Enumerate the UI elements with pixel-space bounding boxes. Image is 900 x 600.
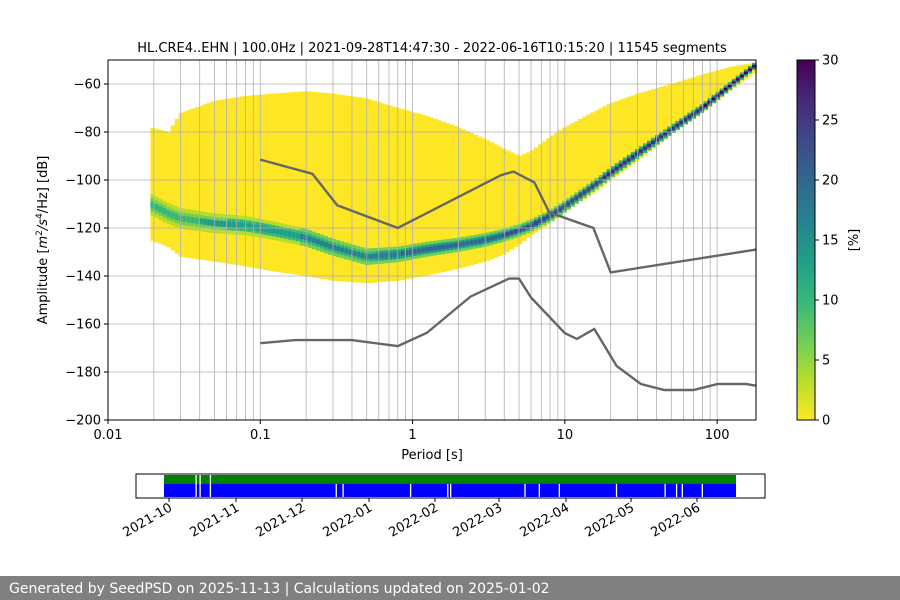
psd-density-heatmap <box>150 62 757 284</box>
y-tick-label: −80 <box>74 126 101 141</box>
coverage-gap <box>675 484 678 497</box>
coverage-gap <box>195 475 197 497</box>
date-tick-label: 2021-10 <box>120 500 175 540</box>
x-tick-label: 10 <box>557 428 574 443</box>
colorbar-tick-label: 30 <box>822 54 839 69</box>
x-tick-label: 100 <box>705 428 730 443</box>
coverage-gap <box>701 484 703 497</box>
coverage-gap <box>199 475 201 497</box>
coverage-gap <box>558 484 560 497</box>
date-tick-label: 2022-04 <box>517 500 572 540</box>
footer-text: Generated by SeedPSD on 2025-11-13 | Cal… <box>9 581 550 597</box>
colorbar <box>796 59 816 421</box>
date-tick-label: 2021-12 <box>253 500 308 540</box>
coverage-gap <box>209 475 212 497</box>
coverage-gap <box>681 484 683 497</box>
y-tick-label: −160 <box>65 318 101 333</box>
chart-title: HL.CRE4..EHN | 100.0Hz | 2021-09-28T14:4… <box>137 41 727 56</box>
coverage-gap <box>447 484 449 497</box>
y-tick-label: −180 <box>65 366 101 381</box>
colorbar-tick-label: 5 <box>822 354 830 369</box>
grid-lines <box>107 60 756 421</box>
series-nlnm-line <box>260 277 757 392</box>
date-tick-label: 2022-05 <box>582 500 637 540</box>
coverage-gap <box>524 484 526 497</box>
date-tick-label: 2022-06 <box>648 500 703 540</box>
plot-frame <box>107 59 757 421</box>
y-tick-label: −200 <box>65 414 101 429</box>
coverage-gap <box>615 484 618 497</box>
coverage-gap <box>538 484 540 497</box>
x-tick-label: 1 <box>408 428 416 443</box>
date-tick-label: 2022-02 <box>386 500 441 540</box>
colorbar-tick-label: 25 <box>822 114 839 129</box>
y-tick-label: −100 <box>65 174 101 189</box>
x-tick-label: 0.01 <box>94 428 123 443</box>
y-tick-label: −60 <box>74 78 101 93</box>
colorbar-tick-label: 10 <box>822 294 839 309</box>
coverage-gap <box>409 484 412 497</box>
colorbar-tick-label: 0 <box>822 414 830 429</box>
x-axis-label: Period [s] <box>401 448 463 463</box>
date-tick-label: 2022-01 <box>320 500 375 540</box>
colorbar-tick-label: 20 <box>822 174 839 189</box>
y-tick-label: −120 <box>65 222 101 237</box>
coverage-available-bar <box>164 475 736 484</box>
x-tick-label: 0.1 <box>250 428 271 443</box>
coverage-gap <box>450 484 452 497</box>
colorbar-label: [%] <box>847 229 862 252</box>
coverage-gap <box>342 484 344 497</box>
series-nhnm-line <box>259 158 757 274</box>
date-tick-label: 2021-11 <box>187 500 242 540</box>
colorbar-tick-label: 15 <box>822 234 839 249</box>
date-tick-label: 2022-03 <box>450 500 505 540</box>
y-axis-label: Amplitude [m2/s4/Hz] [dB] <box>35 156 51 325</box>
y-tick-label: −140 <box>65 270 101 285</box>
footer-bar: Generated by SeedPSD on 2025-11-13 | Cal… <box>0 576 900 600</box>
coverage-gap <box>664 484 666 497</box>
coverage-gap <box>335 484 337 497</box>
